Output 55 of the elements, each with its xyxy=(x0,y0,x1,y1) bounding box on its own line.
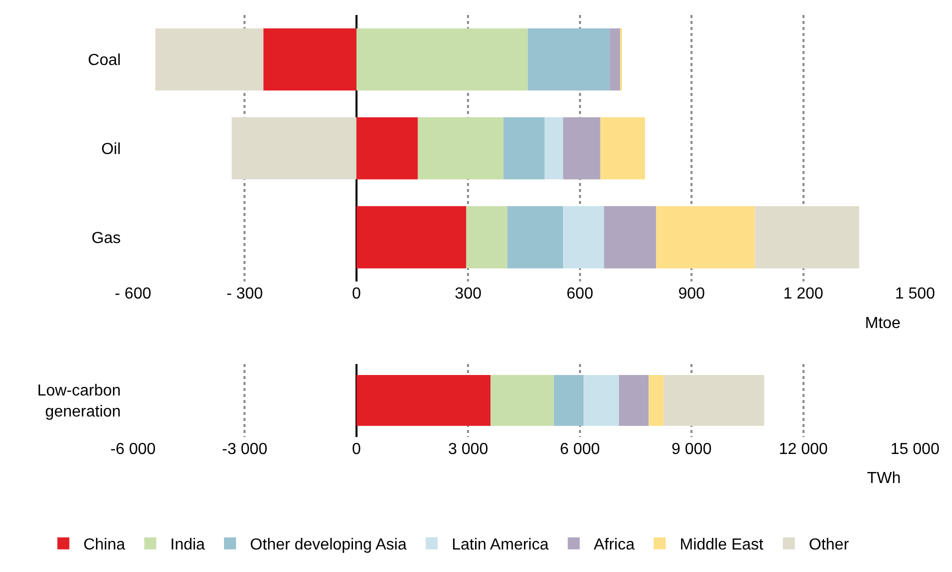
y-tick-label: Oil xyxy=(101,140,121,158)
bar xyxy=(610,28,621,91)
legend-label: Other xyxy=(808,536,850,554)
bar xyxy=(528,28,610,91)
x-tick-label: 12 000 xyxy=(778,440,828,458)
x-tick-label: 1 500 xyxy=(894,286,936,303)
legend-label: China xyxy=(83,536,126,554)
bar xyxy=(356,206,466,268)
bar xyxy=(563,206,604,268)
bar xyxy=(664,374,764,426)
bar xyxy=(656,206,755,268)
x-tick-label: - 600 xyxy=(114,286,152,303)
y-tick-label: Coal xyxy=(88,52,121,70)
x-tick-label: 0 xyxy=(352,440,361,458)
y-tick-label: Gas xyxy=(91,230,121,247)
x-tick-label: -3 000 xyxy=(222,440,268,458)
bar xyxy=(554,374,584,426)
bar xyxy=(504,117,544,180)
bar xyxy=(155,28,264,91)
x-tick-label: 300 xyxy=(454,286,482,303)
legend-label: Other developing Asia xyxy=(250,536,407,554)
x-tick-label: -6 000 xyxy=(110,440,156,458)
x-axis-title: TWh xyxy=(867,470,901,487)
legend-label: Middle East xyxy=(680,536,764,554)
x-tick-label: 15 000 xyxy=(890,440,940,458)
legend-label: Africa xyxy=(594,536,635,554)
bar xyxy=(507,206,564,268)
bar xyxy=(754,206,860,268)
legend-label: India xyxy=(170,536,206,554)
bar xyxy=(618,374,649,426)
x-axis-title: Mtoe xyxy=(865,315,901,332)
x-tick-label: 900 xyxy=(678,286,706,303)
bar xyxy=(356,117,418,180)
bar xyxy=(232,117,356,180)
bar xyxy=(648,374,664,426)
bar xyxy=(544,117,564,180)
x-tick-label: 0 xyxy=(352,286,361,303)
x-tick-label: 1 200 xyxy=(783,286,824,303)
bar xyxy=(466,206,508,268)
x-tick-label: 600 xyxy=(566,286,594,303)
bar xyxy=(356,28,528,91)
x-tick-label: - 300 xyxy=(226,286,264,303)
x-tick-label: 9 000 xyxy=(672,440,712,458)
bar xyxy=(418,117,504,180)
bar xyxy=(600,117,646,180)
y-tick-label: Low-carbon generation xyxy=(37,382,121,420)
x-tick-label: 3 000 xyxy=(448,440,488,458)
bar xyxy=(584,374,619,426)
bar xyxy=(563,117,600,180)
bar xyxy=(490,374,554,426)
bar xyxy=(356,374,490,426)
bar xyxy=(263,28,356,91)
x-tick-label: 6 000 xyxy=(560,440,600,458)
bar xyxy=(604,206,656,268)
legend-label: Latin America xyxy=(452,536,549,554)
